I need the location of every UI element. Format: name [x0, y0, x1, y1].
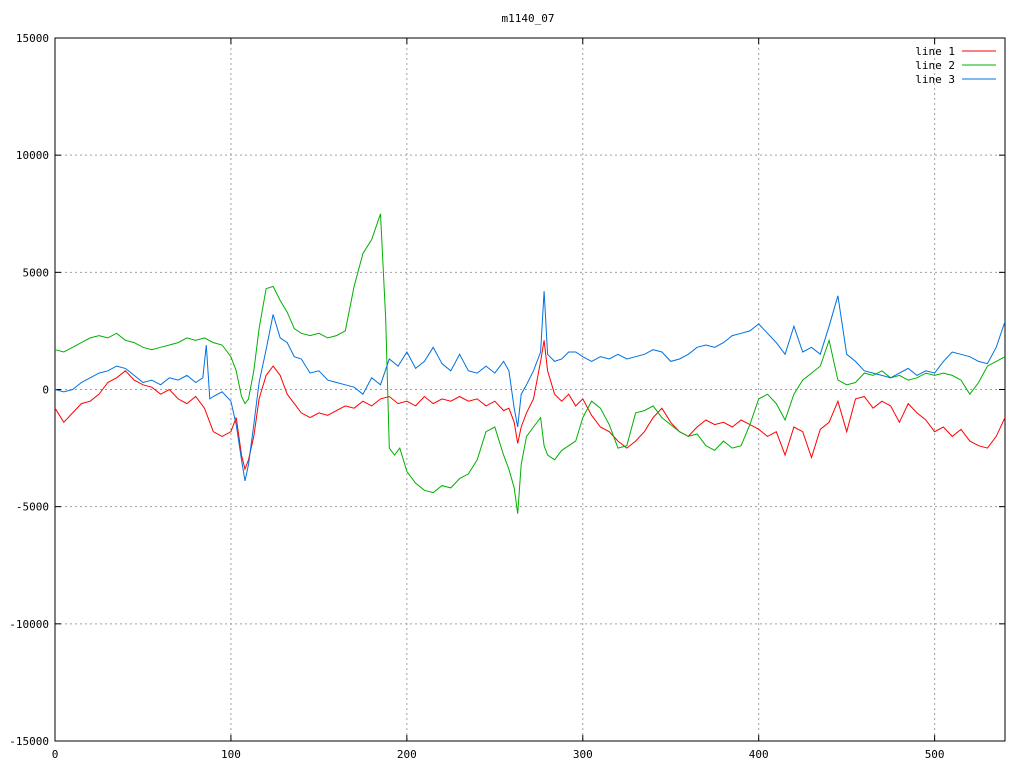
- series-lines: [54, 213, 1006, 514]
- y-tick-label: 0: [42, 384, 49, 397]
- legend-label-3: line 3: [915, 73, 955, 86]
- y-tick-label: 5000: [23, 266, 50, 279]
- grid: [55, 38, 1005, 741]
- x-tick-label: 500: [925, 748, 945, 761]
- x-tick-label: 300: [573, 748, 593, 761]
- y-tick-label: 10000: [16, 149, 49, 162]
- x-tick-label: 200: [397, 748, 417, 761]
- y-tick-label: -10000: [9, 618, 49, 631]
- x-tick-label: 0: [52, 748, 59, 761]
- y-tick-label: -15000: [9, 735, 49, 748]
- chart-title: m1140_07: [502, 12, 555, 25]
- series-line-2: [54, 213, 1006, 514]
- legend-label-2: line 2: [915, 59, 955, 72]
- series-line-3: [54, 291, 1006, 482]
- axes: 0 100 200 300 400 500 -15000 -10000 -5000 0 5000 10…: [9, 32, 1006, 761]
- legend-label-1: line 1: [915, 45, 955, 58]
- y-tick-label: 15000: [16, 32, 49, 45]
- x-tick-label: 400: [749, 748, 769, 761]
- x-tick-label: 100: [221, 748, 241, 761]
- y-tick-label: -5000: [16, 501, 49, 514]
- series-line-1: [54, 340, 1006, 471]
